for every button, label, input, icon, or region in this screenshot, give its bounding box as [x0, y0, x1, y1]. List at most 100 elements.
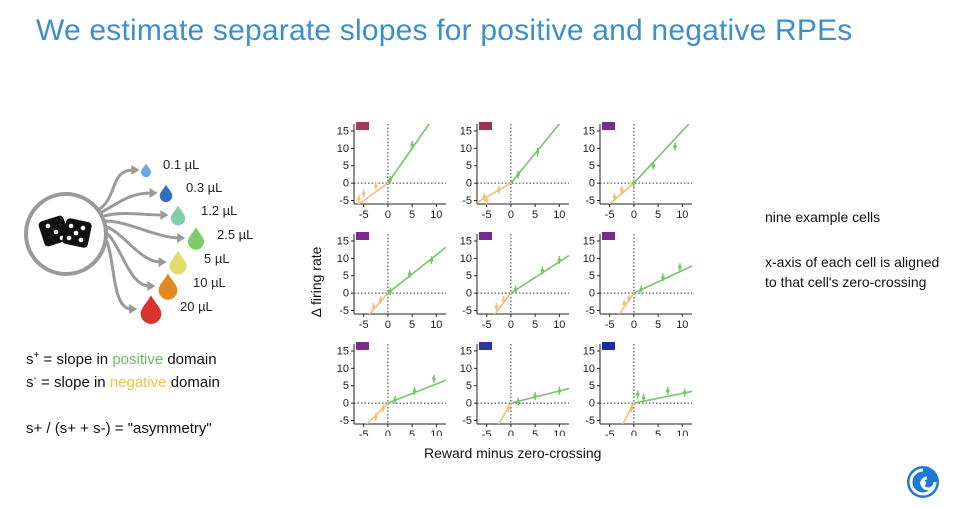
positive-point: [410, 143, 414, 147]
droplet-label: 1.2 µL: [201, 203, 238, 218]
branch-arrow: [97, 168, 134, 212]
x-tick-label: 10: [676, 209, 688, 221]
droplet-icon: [187, 227, 205, 250]
x-tick-label: 0: [385, 209, 391, 221]
note-nine-cells: nine example cells: [765, 209, 881, 225]
negative-point: [501, 298, 506, 302]
positive-point: [533, 394, 537, 398]
x-tick-label: 10: [430, 319, 442, 331]
negative-point: [496, 188, 501, 192]
y-tick-label: 0: [589, 398, 595, 410]
x-tick-label: -5: [359, 319, 369, 331]
y-tick-label: 0: [343, 178, 349, 190]
y-tick-label: 10: [337, 363, 349, 375]
negative-slope-line: [497, 402, 512, 424]
x-tick-label: 10: [553, 429, 565, 436]
droplet-icon: [159, 184, 173, 203]
negative-word: negative: [109, 374, 167, 391]
positive-point: [557, 389, 562, 393]
positive-point: [661, 275, 665, 280]
x-tick-label: 10: [553, 319, 565, 331]
y-tick-label: 0: [589, 288, 595, 300]
positive-point: [516, 172, 520, 177]
positive-point: [673, 144, 677, 149]
fit-lines: [357, 124, 431, 204]
positive-point: [632, 181, 636, 185]
y-tick-label: 0: [343, 288, 349, 300]
y-tick-label: -5: [462, 195, 472, 207]
y-tick-label: -5: [339, 415, 349, 427]
x-tick-label: -5: [482, 429, 492, 436]
positive-slope-line: [387, 124, 431, 184]
negative-point: [482, 195, 487, 199]
fit-lines: [477, 124, 561, 204]
x-tick-label: 0: [508, 319, 514, 331]
cell-plot: -5 0 5 10 15 -5 0 5 10: [460, 122, 569, 221]
dice-icon: [38, 215, 92, 248]
arrow-head: [177, 233, 186, 243]
y-tick-label: 15: [583, 125, 595, 137]
positive-point: [513, 287, 518, 292]
x-tick-label: 5: [532, 319, 538, 331]
x-tick-label: 0: [508, 209, 514, 221]
positive-slope-line: [387, 246, 446, 294]
droplet-icon: [169, 250, 187, 275]
x-tick-label: -5: [605, 429, 615, 436]
s-minus-symbol: s: [26, 374, 34, 391]
negative-point: [622, 301, 627, 306]
positive-slope-line: [387, 379, 446, 404]
x-tick-label: 10: [676, 429, 688, 436]
negative-point: [484, 198, 489, 203]
y-tick-label: 10: [460, 253, 472, 265]
x-tick-label: 5: [409, 209, 415, 221]
x-tick-label: -5: [605, 319, 615, 331]
s-plus-prefix: = slope in: [39, 351, 113, 368]
fit-lines: [366, 379, 446, 424]
y-tick-label: 0: [343, 398, 349, 410]
x-tick-label: 0: [508, 429, 514, 436]
y-tick-label: 5: [466, 270, 472, 282]
droplet-label: 5 µL: [204, 251, 230, 266]
y-tick-label: 15: [460, 125, 472, 137]
cell-color-tag: [602, 122, 615, 130]
y-tick-label: 5: [343, 270, 349, 282]
asymmetry-definition: s+ / (s+ + s-) = "asymmetry": [26, 420, 212, 437]
y-tick-label: 15: [583, 345, 595, 357]
droplets: [140, 163, 205, 324]
negative-point: [373, 184, 378, 188]
s-minus-suffix: domain: [166, 374, 220, 391]
s-minus-prefix: = slope in: [36, 374, 110, 391]
negative-point: [619, 188, 624, 192]
y-tick-label: 10: [337, 253, 349, 265]
positive-point: [635, 392, 640, 397]
y-tick-label: 0: [466, 178, 472, 190]
y-tick-label: 10: [460, 363, 472, 375]
x-tick-label: 5: [655, 209, 661, 221]
x-tick-label: 0: [385, 429, 391, 436]
negative-point: [357, 196, 361, 201]
cell-color-tag: [479, 232, 492, 240]
x-tick-label: 10: [430, 429, 442, 436]
negative-point: [373, 415, 378, 419]
droplet-label: 2.5 µL: [217, 227, 254, 242]
positive-point: [535, 150, 540, 154]
fit-lines: [608, 124, 690, 204]
positive-point: [682, 390, 687, 395]
droplet-icon: [141, 163, 151, 178]
negative-point: [371, 305, 376, 309]
x-axis-label: Reward minus zero-crossing: [424, 445, 602, 461]
x-tick-label: 10: [430, 209, 442, 221]
cell-plot: -5 0 5 10 15 -5 0 5 10: [583, 122, 692, 221]
positive-point: [429, 258, 434, 262]
negative-slope-line: [357, 182, 389, 204]
arrow-head: [160, 210, 169, 220]
s-plus-symbol: s: [26, 351, 34, 368]
negative-point: [506, 406, 511, 411]
y-tick-label: 5: [466, 380, 472, 392]
negative-slope-line: [477, 182, 512, 204]
x-tick-label: 0: [631, 319, 637, 331]
x-tick-label: 5: [532, 209, 538, 221]
negative-point: [494, 305, 499, 309]
cell-plot: -5 0 5 10 15 -5 0 5 10: [337, 342, 446, 436]
negative-point: [361, 191, 366, 196]
